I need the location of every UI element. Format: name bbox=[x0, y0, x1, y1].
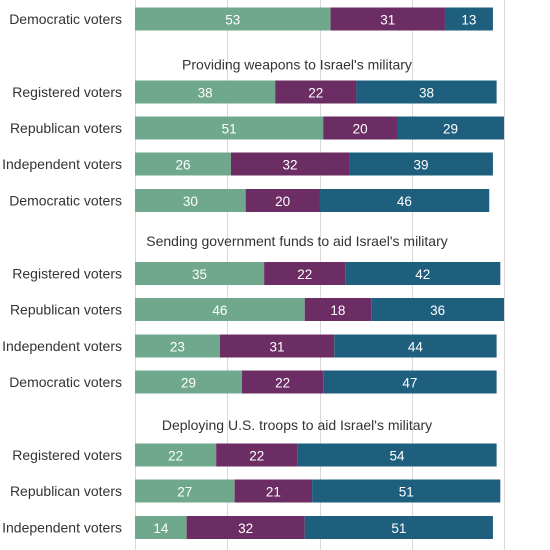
labels-layer: Democratic voters 53 31 13 Providing weapons… bbox=[2, 11, 476, 536]
bar-segment-2 bbox=[319, 189, 490, 212]
value-label: 22 bbox=[308, 86, 323, 101]
bar-segment-2 bbox=[345, 262, 501, 285]
bar-segment-1 bbox=[245, 189, 320, 212]
value-label: 38 bbox=[198, 86, 213, 101]
bar-segment-0 bbox=[135, 7, 331, 31]
bar-segment-0 bbox=[135, 298, 305, 321]
bar-segment-2 bbox=[304, 516, 493, 539]
bar-segment-1 bbox=[216, 443, 298, 467]
bar-segment-2 bbox=[334, 334, 497, 358]
bar-segment-0 bbox=[135, 479, 235, 503]
bar-segment-0 bbox=[135, 116, 324, 140]
row-label: Independent voters bbox=[2, 156, 122, 172]
value-label: 38 bbox=[419, 86, 434, 101]
value-label: 42 bbox=[415, 267, 430, 282]
group-title: Providing weapons to Israel's military bbox=[182, 57, 412, 73]
row-label: Independent voters bbox=[2, 338, 122, 354]
bar-segment-2 bbox=[323, 370, 497, 394]
row-label: Registered voters bbox=[12, 266, 122, 282]
value-label: 22 bbox=[249, 449, 264, 464]
value-label: 44 bbox=[408, 340, 424, 355]
bar-segment-0 bbox=[135, 516, 187, 539]
value-label: 51 bbox=[399, 485, 414, 500]
value-label: 32 bbox=[282, 158, 297, 173]
bar-segment-2 bbox=[444, 7, 493, 31]
bar-segment-2 bbox=[297, 443, 497, 467]
bar-segment-1 bbox=[323, 116, 397, 140]
value-label: 46 bbox=[212, 303, 227, 318]
bar-segment-1 bbox=[275, 80, 357, 104]
value-label: 32 bbox=[238, 521, 253, 536]
row-label: Democratic voters bbox=[9, 374, 122, 390]
value-label: 20 bbox=[353, 122, 368, 137]
bar-segment-1 bbox=[264, 262, 346, 285]
value-label: 26 bbox=[175, 158, 190, 173]
bar-segment-1 bbox=[242, 370, 324, 394]
row-label: Independent voters bbox=[2, 520, 122, 536]
value-label: 22 bbox=[297, 267, 312, 282]
value-label: 29 bbox=[181, 376, 196, 391]
bar-segment-1 bbox=[230, 152, 350, 176]
value-label: 22 bbox=[275, 376, 290, 391]
row-label: Registered voters bbox=[12, 84, 122, 100]
row-label: Republican voters bbox=[10, 120, 122, 136]
value-label: 21 bbox=[266, 485, 281, 500]
group-title: Deploying U.S. troops to aid Israel's mi… bbox=[162, 417, 432, 433]
value-label: 20 bbox=[275, 194, 290, 209]
value-label: 51 bbox=[222, 122, 237, 137]
bar-segment-0 bbox=[135, 443, 217, 467]
row-label: Democratic voters bbox=[9, 193, 122, 209]
value-label: 51 bbox=[391, 521, 406, 536]
value-label: 36 bbox=[430, 303, 445, 318]
bar-segment-1 bbox=[304, 298, 372, 321]
value-label: 31 bbox=[380, 13, 395, 28]
value-label: 18 bbox=[330, 303, 345, 318]
bar-segment-0 bbox=[135, 189, 246, 212]
bars-layer bbox=[135, 7, 504, 539]
bar-segment-2 bbox=[396, 116, 504, 140]
bar-segment-0 bbox=[135, 80, 276, 104]
bar-segment-0 bbox=[135, 334, 220, 358]
group-title: Sending government funds to aid Israel's… bbox=[146, 233, 448, 249]
bar-segment-0 bbox=[135, 152, 231, 176]
value-label: 22 bbox=[168, 449, 183, 464]
bar-segment-2 bbox=[349, 152, 493, 176]
value-label: 39 bbox=[413, 158, 428, 173]
bar-segment-2 bbox=[356, 80, 497, 104]
value-label: 13 bbox=[461, 13, 476, 28]
value-label: 29 bbox=[443, 122, 458, 137]
value-label: 23 bbox=[170, 340, 185, 355]
value-label: 31 bbox=[270, 340, 285, 355]
row-label: Republican voters bbox=[10, 483, 122, 499]
value-label: 14 bbox=[153, 521, 169, 536]
bar-segment-1 bbox=[219, 334, 335, 358]
value-label: 47 bbox=[402, 376, 417, 391]
bar-segment-1 bbox=[234, 479, 313, 503]
row-label: Registered voters bbox=[12, 447, 122, 463]
value-label: 54 bbox=[389, 449, 405, 464]
bar-segment-2 bbox=[371, 298, 504, 321]
row-label: Republican voters bbox=[10, 302, 122, 318]
bar-segment-2 bbox=[312, 479, 501, 503]
row-label: Democratic voters bbox=[9, 11, 122, 27]
value-label: 46 bbox=[397, 194, 412, 209]
value-label: 27 bbox=[177, 485, 192, 500]
bar-segment-1 bbox=[186, 516, 305, 539]
value-label: 53 bbox=[225, 13, 240, 28]
value-label: 35 bbox=[192, 267, 207, 282]
bar-segment-1 bbox=[330, 7, 445, 31]
value-label: 30 bbox=[183, 194, 198, 209]
bar-segment-0 bbox=[135, 370, 243, 394]
bar-segment-0 bbox=[135, 262, 265, 285]
